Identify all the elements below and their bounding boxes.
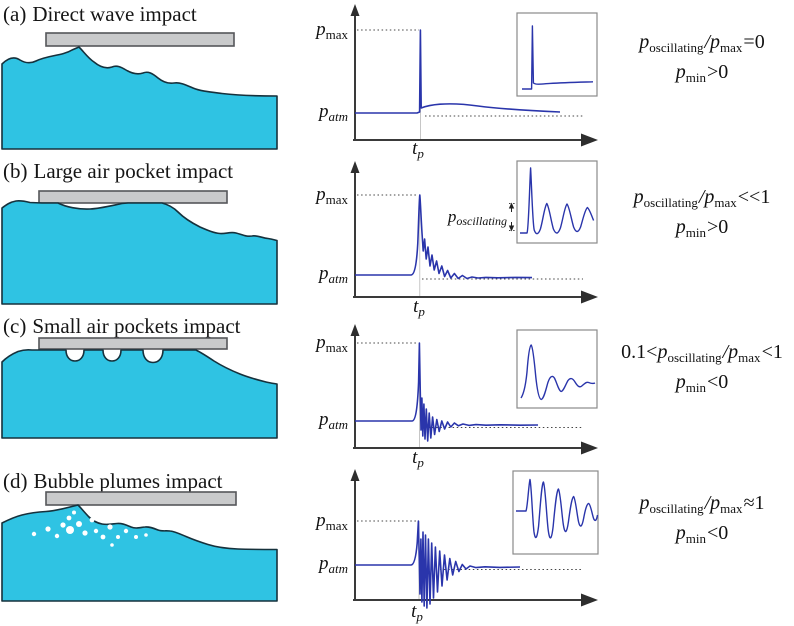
- pressure-graph-c: pmax patm tp: [314, 324, 598, 470]
- panel-row-c: (c) Small air pockets impact pmax patm tp…: [0, 310, 794, 470]
- p-min-condition-b: pmin>0: [675, 216, 729, 240]
- pressure-graph-a: pmax patm tp: [314, 4, 598, 161]
- oscillation-ratio-a: poscillating/pmax=0: [639, 31, 765, 55]
- wave-illustration-b: (b) Large air pocket impact: [1, 159, 278, 305]
- t-p-label: tp: [411, 601, 423, 624]
- plate: [38, 190, 228, 204]
- amplitude-arrow-up-head: [508, 202, 515, 209]
- panel-title-d: (d) Bubble plumes impact: [3, 469, 223, 493]
- panel-title-text: Small air pockets impact: [32, 314, 240, 338]
- t-p-label: tp: [413, 296, 425, 319]
- x-axis-arrow: [581, 593, 598, 607]
- pressure-curve: [355, 342, 539, 442]
- oscillation-ratio-c: 0.1<poscillating/pmax<1: [621, 341, 783, 365]
- oscillation-ratio-d: poscillating/pmax≈1: [639, 492, 765, 516]
- panel-label: (a): [3, 2, 26, 26]
- y-axis-arrow: [350, 469, 360, 481]
- condition-text-d: poscillating/pmax≈1 pmin<0: [610, 465, 794, 626]
- inset-box: [516, 329, 598, 409]
- p-oscillating-label: poscillating: [447, 207, 507, 228]
- panel-title-text: Bubble plumes impact: [34, 469, 223, 493]
- plate: [45, 32, 235, 47]
- p-min-condition-a: pmin>0: [675, 61, 729, 85]
- pressure-curve: [355, 520, 521, 609]
- plate: [38, 337, 228, 350]
- p-atm-label: patm: [317, 101, 348, 124]
- p-atm-label: patm: [317, 263, 348, 286]
- panel-title-a: (a) Direct wave impact: [3, 2, 197, 26]
- panel-label: (d): [3, 469, 28, 493]
- x-axis-arrow: [581, 290, 598, 304]
- amplitude-arrow-down-head: [508, 225, 515, 232]
- inset-box: [512, 470, 599, 555]
- panel-title-c: (c) Small air pockets impact: [3, 314, 241, 338]
- p-max-label: pmax: [314, 184, 348, 207]
- bubble-plume: [31, 510, 148, 547]
- p-max-label: pmax: [314, 510, 348, 533]
- y-axis-arrow: [350, 324, 360, 336]
- inset-curve: [520, 344, 596, 401]
- p-atm-label: patm: [317, 409, 348, 432]
- pressure-graph-d: pmax patm tp: [314, 469, 599, 624]
- panel-title-b: (b) Large air pocket impact: [3, 159, 233, 183]
- condition-text-c: 0.1<poscillating/pmax<1 pmin<0: [610, 310, 794, 465]
- p-max-label: pmax: [314, 332, 348, 355]
- y-axis-arrow: [350, 161, 360, 173]
- inset-curve: [520, 167, 595, 235]
- p-min-condition-c: pmin<0: [675, 371, 729, 395]
- condition-text-b: poscillating/pmax<<1 pmin>0: [610, 155, 794, 310]
- y-axis-arrow: [350, 4, 360, 16]
- oscillation-ratio-b: poscillating/pmax<<1: [633, 186, 771, 210]
- p-atm-label: patm: [317, 553, 348, 576]
- panel-row-d: (d) Bubble plumes impact: [0, 465, 794, 626]
- inset-curve: [522, 25, 594, 90]
- t-p-label: tp: [412, 138, 424, 161]
- t-p-label: tp: [412, 447, 424, 470]
- p-max-label: pmax: [314, 19, 348, 42]
- x-axis-arrow: [581, 441, 598, 455]
- panel-row-a: (a) Direct wave impact pmax patm tp posci…: [0, 0, 794, 161]
- panel-row-b: (b) Large air pocket impact pmax patm tp …: [0, 155, 794, 319]
- panel-title-text: Direct wave impact: [32, 2, 197, 26]
- water-surface: [1, 200, 278, 305]
- pressure-curve: [355, 194, 533, 280]
- wave-illustration-a: (a) Direct wave impact: [1, 2, 278, 150]
- wave-illustration-c: (c) Small air pockets impact: [1, 314, 278, 439]
- water-surface: [1, 46, 278, 150]
- x-axis-arrow: [581, 133, 598, 147]
- inset-curve: [516, 478, 599, 539]
- water-surface: [1, 348, 278, 439]
- condition-text-a: poscillating/pmax=0 pmin>0: [610, 0, 794, 155]
- panel-title-text: Large air pocket impact: [34, 159, 234, 183]
- panel-label: (b): [3, 159, 28, 183]
- p-min-condition-d: pmin<0: [675, 522, 729, 546]
- panel-label: (c): [3, 314, 26, 338]
- plate: [45, 491, 237, 506]
- water-surface: [1, 504, 278, 602]
- pressure-curve: [355, 29, 561, 114]
- pressure-graph-b: pmax patm tp poscillating: [314, 160, 598, 319]
- wave-illustration-d: (d) Bubble plumes impact: [1, 469, 278, 602]
